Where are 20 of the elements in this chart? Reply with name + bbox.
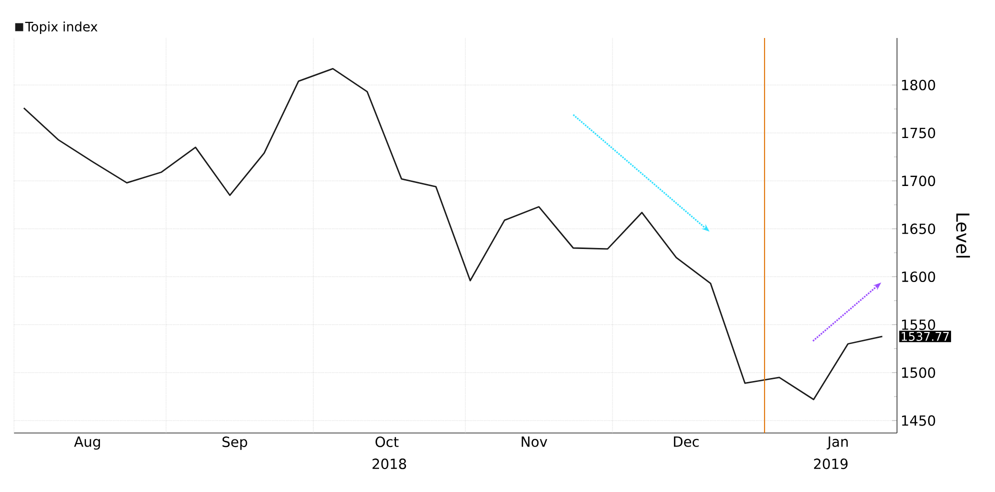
y-tick-label: 1700 <box>902 176 936 186</box>
y-tick-label: 1450 <box>902 415 936 426</box>
legend-label: Topix index <box>25 22 98 34</box>
y-tick-label: 1500 <box>902 367 936 378</box>
y-axis-title: Level <box>956 214 970 258</box>
x-tick-label: Dec <box>674 436 699 447</box>
y-tick-label: 1800 <box>902 80 936 90</box>
x-tick-label: Jan <box>826 436 848 450</box>
y-tick-label: 1550 <box>902 319 936 330</box>
y-tick-label: 1600 <box>902 271 936 282</box>
line-series <box>23 68 883 400</box>
text: 2018 <box>372 458 406 470</box>
y-tick-label: 1750 <box>902 128 936 138</box>
x-tick-label: Sep <box>222 436 248 450</box>
y-tick-label: 1650 <box>902 224 936 234</box>
text: 2019 <box>814 458 848 470</box>
x-tick-label: Aug <box>74 436 100 450</box>
x-tick-label: Nov <box>522 436 548 447</box>
data-label: 1537.77 <box>902 332 949 341</box>
x-tick-label: Oct <box>376 436 399 448</box>
